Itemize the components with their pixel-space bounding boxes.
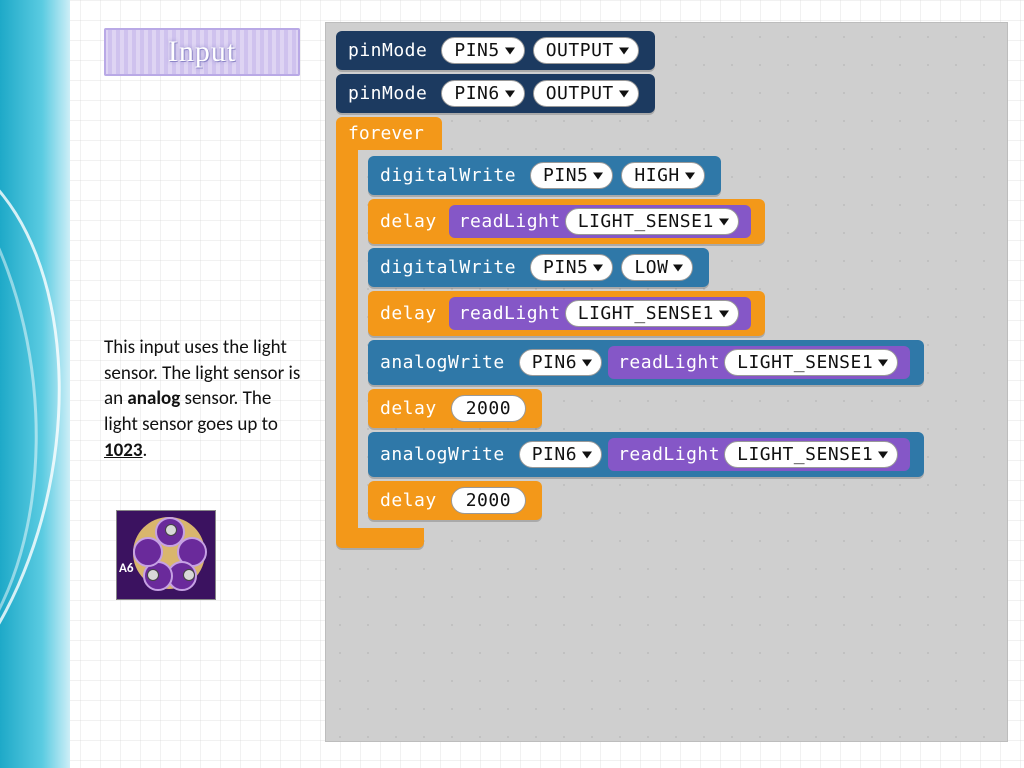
sensor-pin-label: A6: [119, 561, 133, 576]
block-label: readLight: [618, 444, 720, 465]
code-block[interactable]: pinMode PIN5 OUTPUT: [336, 31, 655, 70]
c-block-foot: [336, 528, 424, 548]
block-label: analogWrite: [380, 352, 505, 373]
dropdown[interactable]: PIN5: [530, 162, 613, 189]
dropdown[interactable]: PIN6: [441, 80, 524, 107]
block-label: delay: [380, 490, 437, 511]
block-canvas[interactable]: pinMode PIN5 OUTPUT pinMode PIN6 OUTPUT foreve…: [325, 22, 1008, 742]
dropdown[interactable]: LIGHT_SENSE1: [565, 208, 739, 235]
dropdown[interactable]: PIN6: [519, 349, 602, 376]
code-block[interactable]: analogWritePIN6readLightLIGHT_SENSE1: [368, 432, 924, 477]
block-label: analogWrite: [380, 444, 505, 465]
dropdown[interactable]: LOW: [621, 254, 693, 281]
desc-underline: 1023: [104, 439, 143, 462]
dropdown[interactable]: PIN5: [441, 37, 524, 64]
block-label: delay: [380, 303, 437, 324]
code-block[interactable]: delay readLightLIGHT_SENSE1: [368, 291, 765, 336]
dropdown[interactable]: LIGHT_SENSE1: [724, 441, 898, 468]
sensor-graphic: [133, 517, 205, 589]
side-accent-band: [0, 0, 70, 768]
code-block[interactable]: delay 2000: [368, 481, 542, 520]
code-block[interactable]: delay readLightLIGHT_SENSE1: [368, 199, 765, 244]
block-label: readLight: [459, 211, 561, 232]
dropdown[interactable]: LIGHT_SENSE1: [724, 349, 898, 376]
dropdown[interactable]: PIN6: [519, 441, 602, 468]
blocks-root[interactable]: pinMode PIN5 OUTPUT pinMode PIN6 OUTPUT foreve…: [336, 31, 1007, 548]
dropdown[interactable]: LIGHT_SENSE1: [565, 300, 739, 327]
block-label: delay: [380, 211, 437, 232]
number-field[interactable]: 2000: [451, 487, 526, 514]
block-label: digitalWrite: [380, 165, 516, 186]
input-badge: Input: [104, 28, 300, 76]
block-label: delay: [380, 398, 437, 419]
code-block[interactable]: delay 2000: [368, 389, 542, 428]
code-block[interactable]: analogWritePIN6readLightLIGHT_SENSE1: [368, 340, 924, 385]
dropdown[interactable]: OUTPUT: [533, 80, 639, 107]
dropdown[interactable]: HIGH: [621, 162, 704, 189]
code-block[interactable]: pinMode PIN6 OUTPUT: [336, 74, 655, 113]
nested-block[interactable]: readLightLIGHT_SENSE1: [608, 346, 910, 379]
block-label: readLight: [618, 352, 720, 373]
block-label: digitalWrite: [380, 257, 516, 278]
nested-block[interactable]: readLightLIGHT_SENSE1: [608, 438, 910, 471]
input-badge-text: Input: [168, 35, 236, 69]
c-block-body[interactable]: digitalWritePIN5HIGHdelayreadLightLIGHT_…: [336, 150, 924, 528]
desc-line: sensor.: [180, 387, 238, 410]
description-text: This input uses the light sensor. The li…: [104, 335, 304, 463]
block-label: readLight: [459, 303, 561, 324]
nested-block[interactable]: readLightLIGHT_SENSE1: [449, 297, 751, 330]
code-block[interactable]: digitalWrite PIN5 HIGH: [368, 156, 721, 195]
number-field[interactable]: 2000: [451, 395, 526, 422]
desc-bold: analog: [127, 387, 180, 410]
nested-block[interactable]: readLightLIGHT_SENSE1: [449, 205, 751, 238]
block-label: pinMode: [348, 83, 427, 104]
desc-line: .: [143, 439, 148, 462]
block-label: pinMode: [348, 40, 427, 61]
code-block[interactable]: digitalWrite PIN5 LOW: [368, 248, 709, 287]
dropdown[interactable]: OUTPUT: [533, 37, 639, 64]
dropdown[interactable]: PIN5: [530, 254, 613, 281]
sensor-thumbnail: A6: [116, 510, 216, 600]
c-block-head[interactable]: forever: [336, 117, 442, 150]
c-block[interactable]: forever digitalWrite PIN5 HIGH delay readLigh…: [336, 117, 924, 548]
